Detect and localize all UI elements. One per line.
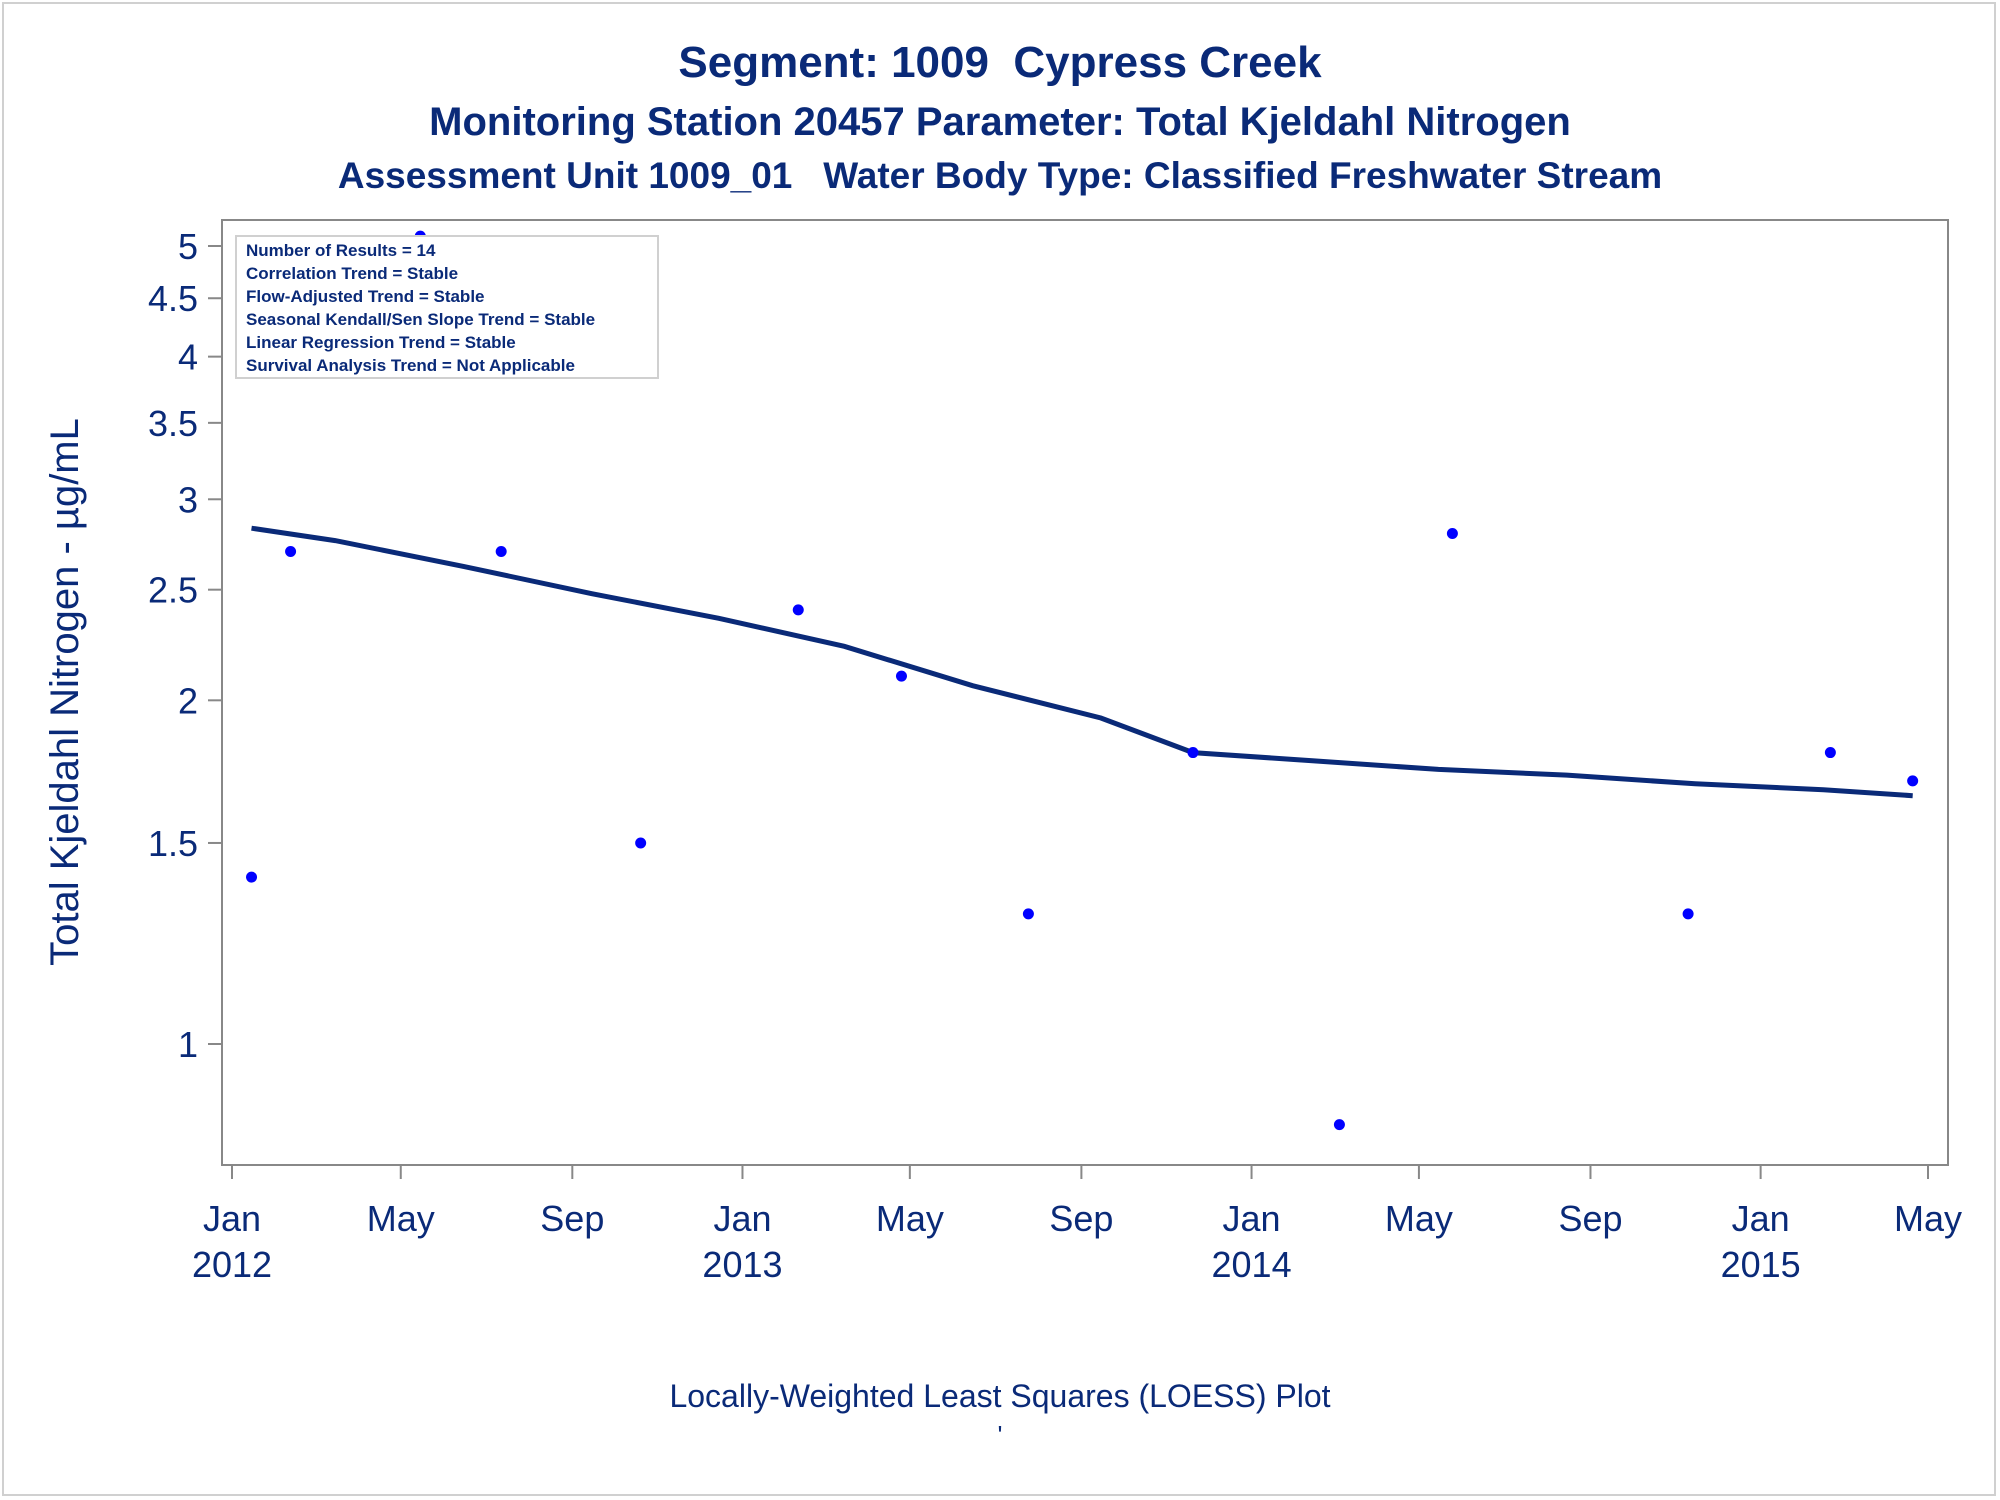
data-point	[1682, 908, 1694, 920]
stats-line: Flow-Adjusted Trend = Stable	[246, 287, 485, 306]
x-tick-year-label: 2012	[192, 1244, 272, 1285]
y-tick-label: 2	[178, 680, 198, 721]
y-tick-label: 1.5	[148, 823, 198, 864]
stats-box: Number of Results = 14 Correlation Trend …	[235, 235, 659, 379]
y-tick-label: 4	[178, 337, 198, 378]
data-point	[635, 837, 647, 849]
data-point	[246, 871, 258, 883]
x-tick-year-label: 2015	[1721, 1244, 1801, 1285]
x-tick-label: Jan	[713, 1198, 771, 1239]
data-point	[1824, 747, 1836, 759]
x-tick-label: May	[1894, 1198, 1962, 1239]
data-point	[1333, 1119, 1345, 1131]
stats-line: Survival Analysis Trend = Not Applicable	[246, 356, 575, 375]
x-tick-label: May	[876, 1198, 944, 1239]
y-tick-label: 5	[178, 226, 198, 267]
y-tick-label: 3.5	[148, 403, 198, 444]
data-point	[1446, 527, 1458, 539]
stats-line: Correlation Trend = Stable	[246, 264, 458, 283]
y-tick-label: 4.5	[148, 278, 198, 319]
x-tick-year-label: 2013	[702, 1244, 782, 1285]
y-tick-label: 2.5	[148, 570, 198, 611]
data-point	[285, 546, 297, 558]
x-axis: Jan 2012 May Sep Jan 2013 May Sep Jan 2014 May Sep J…	[192, 1165, 1962, 1285]
x-tick-label: Sep	[1558, 1198, 1622, 1239]
y-tick-label: 1	[178, 1024, 198, 1065]
stats-line: Seasonal Kendall/Sen Slope Trend = Stabl…	[246, 310, 595, 329]
data-point	[495, 546, 507, 558]
loess-line	[251, 525, 1913, 799]
footnote: Locally-Weighted Least Squares (LOESS) P…	[669, 1378, 1331, 1414]
data-point	[1187, 747, 1199, 759]
x-tick-label: Sep	[1049, 1198, 1113, 1239]
stats-line: Number of Results = 14	[246, 241, 436, 260]
x-tick-label: Jan	[203, 1198, 261, 1239]
x-tick-label: Sep	[540, 1198, 604, 1239]
chart-subtitle-2: Assessment Unit 1009_01 Water Body Type:…	[337, 155, 1663, 196]
y-axis: 1 1.5 2 2.5 3 3.5 4 4.5 5	[148, 226, 222, 1065]
x-tick-label: Jan	[1223, 1198, 1281, 1239]
stats-line: Linear Regression Trend = Stable	[246, 333, 516, 352]
y-axis-label: Total Kjeldahl Nitrogen - µg/mL	[43, 418, 87, 966]
plot-area	[221, 219, 1949, 1166]
stats-box-border	[235, 235, 659, 379]
data-point	[792, 604, 804, 616]
chart-title: Segment: 1009 Cypress Creek	[678, 38, 1322, 87]
x-tick-label: Jan	[1732, 1198, 1790, 1239]
data-point	[1907, 775, 1919, 787]
footnote-mark: '	[997, 1420, 1003, 1450]
data-point	[895, 670, 907, 682]
x-tick-label: May	[1385, 1198, 1453, 1239]
data-point	[1022, 908, 1034, 920]
x-tick-year-label: 2014	[1212, 1244, 1292, 1285]
x-tick-label: May	[367, 1198, 435, 1239]
chart-subtitle: Monitoring Station 20457 Parameter: Tota…	[429, 100, 1571, 144]
y-tick-label: 3	[178, 479, 198, 520]
